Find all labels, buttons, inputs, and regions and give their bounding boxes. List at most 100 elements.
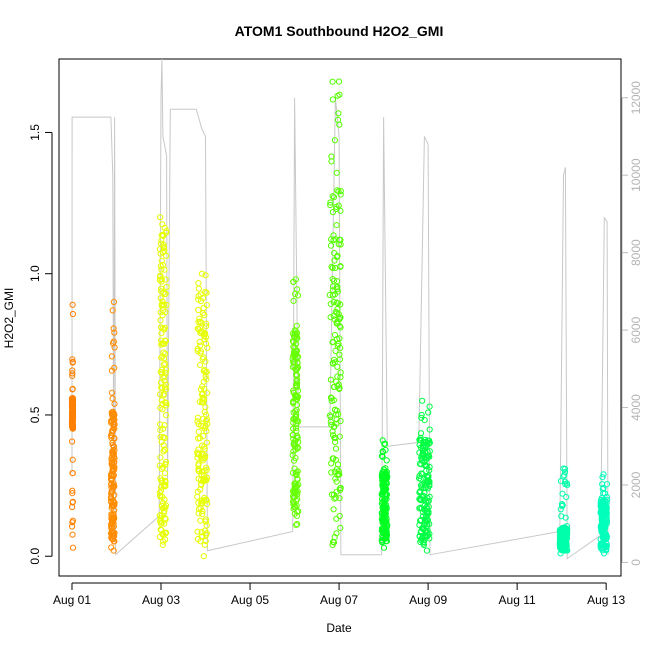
data-point <box>293 381 300 389</box>
data-point <box>161 384 168 391</box>
data-point <box>425 503 432 510</box>
data-point <box>162 461 169 468</box>
data-point <box>423 547 430 554</box>
data-point <box>424 437 431 444</box>
data-point <box>199 508 206 515</box>
data-point <box>331 495 338 502</box>
flight-segment <box>194 270 211 560</box>
data-point <box>337 524 344 532</box>
data-point <box>418 411 425 419</box>
data-point <box>110 523 118 530</box>
data-point <box>157 263 164 270</box>
data-point <box>294 292 302 299</box>
data-point <box>332 456 339 463</box>
data-point <box>69 412 76 419</box>
data-point <box>197 517 204 524</box>
data-point <box>157 240 165 247</box>
data-point <box>198 455 205 462</box>
data-point <box>600 541 607 548</box>
altitude-line <box>71 58 609 560</box>
data-point <box>157 492 164 499</box>
data-point <box>160 509 167 517</box>
data-point <box>291 333 298 340</box>
data-point <box>333 284 340 291</box>
data-point <box>423 480 430 487</box>
data-point <box>69 503 76 511</box>
data-point <box>69 405 76 412</box>
data-point <box>290 387 297 394</box>
data-point <box>69 438 76 445</box>
data-point <box>109 395 116 402</box>
data-point <box>294 360 301 367</box>
y-tick-label: 1.0 <box>28 265 42 282</box>
data-point <box>557 529 564 536</box>
data-point <box>380 544 388 551</box>
data-point <box>160 349 167 356</box>
data-point <box>156 462 163 469</box>
data-point <box>337 263 344 270</box>
data-point <box>426 535 433 542</box>
data-point <box>328 421 335 428</box>
data-point <box>416 533 423 540</box>
data-point <box>159 519 166 526</box>
data-point <box>108 544 115 551</box>
data-point <box>69 385 76 392</box>
data-point <box>425 409 432 416</box>
data-point <box>203 464 210 471</box>
y-tick-label: 0.0 <box>28 548 42 565</box>
data-point <box>331 383 338 390</box>
data-point <box>293 348 300 355</box>
data-point <box>426 426 433 433</box>
data-point <box>201 408 208 415</box>
data-point <box>158 302 165 309</box>
data-point <box>330 299 337 306</box>
data-point <box>600 484 607 491</box>
data-point <box>328 158 335 165</box>
data-point <box>380 518 387 525</box>
data-point <box>426 440 433 447</box>
data-point <box>329 78 336 85</box>
data-point <box>202 477 209 484</box>
data-point <box>331 291 338 298</box>
data-point <box>199 356 206 363</box>
data-point <box>294 521 301 528</box>
data-point <box>424 478 431 486</box>
data-point <box>201 330 208 337</box>
data-point <box>558 501 566 508</box>
data-point <box>418 537 425 544</box>
data-point <box>109 468 117 475</box>
data-point <box>203 411 210 418</box>
data-point <box>157 391 164 398</box>
data-point <box>332 264 339 272</box>
data-point <box>163 252 170 259</box>
data-point <box>292 454 299 461</box>
data-point <box>160 538 167 545</box>
data-point <box>199 383 206 390</box>
data-point <box>162 504 169 511</box>
data-point <box>561 469 569 476</box>
data-point <box>194 493 201 500</box>
data-point <box>202 518 209 525</box>
flight-segment <box>556 465 571 557</box>
data-point <box>332 475 339 482</box>
data-point <box>334 363 341 370</box>
data-point <box>332 494 339 501</box>
data-point <box>69 544 77 551</box>
data-point <box>200 367 207 375</box>
data-point <box>329 193 336 200</box>
data-point <box>157 515 164 522</box>
data-point <box>197 362 204 369</box>
data-point <box>381 486 388 493</box>
data-point <box>108 471 115 478</box>
data-point <box>161 377 168 384</box>
data-point <box>203 428 210 435</box>
data-point <box>333 222 340 229</box>
data-point <box>161 422 168 429</box>
data-point <box>200 553 207 560</box>
data-point <box>161 496 168 503</box>
data-point <box>109 488 116 495</box>
data-point <box>290 425 297 432</box>
data-point <box>335 78 343 85</box>
